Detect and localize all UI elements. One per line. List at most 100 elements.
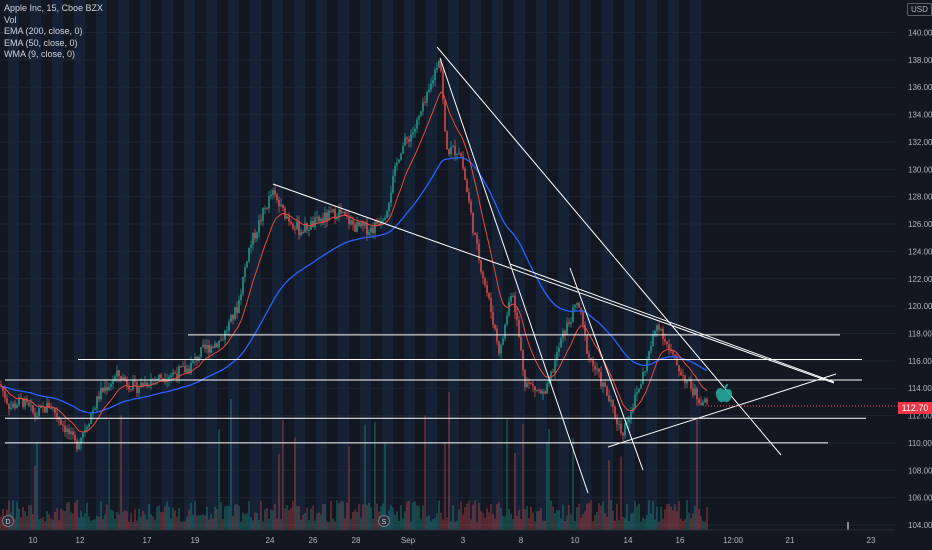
candle-body bbox=[474, 232, 476, 235]
candle-body bbox=[352, 220, 354, 225]
volume-bar bbox=[0, 516, 2, 530]
candle-body bbox=[394, 165, 396, 177]
volume-bar bbox=[384, 443, 386, 530]
candle-body bbox=[158, 374, 160, 380]
volume-bar bbox=[352, 511, 354, 530]
candle-body bbox=[664, 339, 666, 342]
candle-body bbox=[214, 343, 216, 348]
volume-bar bbox=[32, 514, 34, 530]
volume-bar bbox=[116, 512, 118, 530]
candle-body bbox=[278, 199, 280, 207]
volume-bar bbox=[318, 512, 320, 530]
volume-bar bbox=[636, 506, 638, 530]
volume-bar bbox=[648, 500, 650, 530]
candle-body bbox=[138, 387, 140, 394]
volume-bar bbox=[52, 519, 54, 530]
volume-bar bbox=[606, 516, 608, 530]
volume-bar bbox=[316, 513, 318, 530]
volume-bar bbox=[622, 516, 624, 530]
volume-bar bbox=[156, 506, 158, 530]
volume-bar bbox=[396, 511, 398, 530]
candle-body bbox=[176, 373, 178, 379]
time-axis[interactable]: 10 12 17 19 24 26 28 Sep 3 8 10 14 16 12:00 21 23 bbox=[0, 529, 895, 545]
trendline bbox=[569, 267, 644, 471]
volume-bar bbox=[358, 503, 360, 530]
volume-bar bbox=[144, 514, 146, 530]
session-band bbox=[536, 0, 547, 530]
candle-body bbox=[518, 320, 520, 337]
candle-body bbox=[112, 381, 114, 385]
volume-bar bbox=[216, 509, 218, 530]
time-tick-label: 14 bbox=[624, 536, 633, 545]
volume-bar bbox=[686, 500, 688, 530]
candle-body bbox=[640, 384, 642, 389]
candle-body bbox=[546, 383, 548, 394]
volume-bar bbox=[120, 415, 122, 530]
candle-body bbox=[76, 440, 78, 450]
candle-body bbox=[340, 209, 342, 214]
volume-bar bbox=[30, 505, 32, 530]
candle-body bbox=[602, 382, 604, 387]
candle-body bbox=[54, 407, 56, 414]
trendline bbox=[607, 373, 837, 448]
volume-bar bbox=[560, 518, 562, 530]
volume-bar bbox=[614, 520, 616, 530]
legend-item-ema50[interactable]: EMA (50, close, 0) bbox=[4, 37, 78, 48]
price-tick-label: 140.00 bbox=[908, 29, 932, 38]
session-band bbox=[184, 0, 195, 530]
candle-body bbox=[390, 192, 392, 203]
candle-body bbox=[384, 217, 386, 220]
volume-bar bbox=[140, 516, 142, 530]
time-tick-label: 12:00 bbox=[723, 536, 744, 545]
candle-body bbox=[106, 387, 108, 391]
volume-bar bbox=[150, 514, 152, 530]
candle-body bbox=[466, 179, 468, 193]
volume-bar bbox=[344, 518, 346, 530]
candle-body bbox=[574, 305, 576, 308]
session-band bbox=[228, 0, 239, 530]
volume-bar bbox=[410, 521, 412, 530]
trendline-drawings[interactable] bbox=[5, 46, 898, 530]
volume-bar bbox=[256, 512, 258, 530]
volume-bar bbox=[236, 504, 238, 530]
candle-body bbox=[18, 397, 20, 406]
legend-item-wma9[interactable]: WMA (9, close, 0) bbox=[4, 49, 76, 59]
session-band bbox=[360, 0, 371, 530]
volume-bar bbox=[210, 514, 212, 530]
candle-body bbox=[362, 222, 364, 226]
volume-bar bbox=[512, 518, 514, 530]
candle-body bbox=[626, 422, 628, 424]
candle-body bbox=[80, 437, 82, 444]
candle-body bbox=[410, 134, 412, 142]
price-axis[interactable]: 104.00 106.00 108.00 110.00 112.00 114.00 116.… bbox=[908, 29, 932, 530]
volume-bar bbox=[428, 515, 430, 530]
candle-body bbox=[338, 209, 340, 218]
volume-bar bbox=[462, 514, 464, 530]
candle-body bbox=[304, 223, 306, 233]
volume-bar bbox=[524, 509, 526, 530]
time-tick-label: 10 bbox=[29, 536, 38, 545]
volume-bar bbox=[562, 504, 564, 530]
candle-body bbox=[0, 384, 2, 387]
candle-body bbox=[542, 391, 544, 394]
volume-bar bbox=[296, 506, 298, 530]
volume-bar bbox=[18, 508, 20, 530]
currency-label[interactable]: USD bbox=[907, 3, 932, 16]
candle-body bbox=[144, 382, 146, 386]
candle-body bbox=[342, 211, 344, 214]
legend-item-volume[interactable]: Vol bbox=[4, 14, 17, 25]
candle-body bbox=[312, 220, 314, 227]
candle-body bbox=[48, 402, 50, 409]
volume-bar bbox=[58, 520, 60, 530]
candle-body bbox=[660, 329, 662, 331]
candle-body bbox=[294, 228, 296, 230]
candle-body bbox=[238, 300, 240, 313]
volume-bar bbox=[502, 515, 504, 530]
candle-body bbox=[132, 380, 134, 390]
volume-bar bbox=[206, 506, 208, 530]
legend-item-ema200[interactable]: EMA (200, close, 0) bbox=[4, 26, 83, 36]
volume-bar bbox=[612, 510, 614, 530]
candle-body bbox=[16, 405, 18, 408]
